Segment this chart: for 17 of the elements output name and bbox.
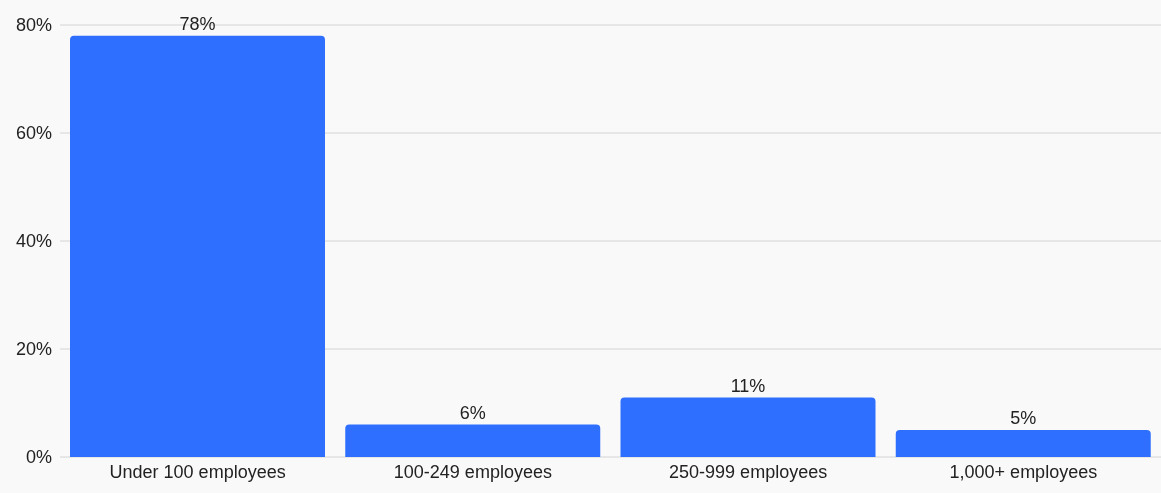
y-tick-label: 0% — [25, 447, 52, 468]
x-tick-label: 250-999 employees — [669, 461, 828, 482]
x-tick-label: 1,000+ employees — [949, 461, 1098, 482]
y-tick-label: 60% — [15, 123, 52, 144]
bar — [345, 424, 601, 457]
data-label: 6% — [459, 402, 486, 423]
x-tick-label: 100-249 employees — [393, 461, 552, 482]
data-label: 11% — [730, 375, 766, 396]
bar — [895, 430, 1151, 457]
x-tick-label: Under 100 employees — [109, 461, 286, 482]
bar — [620, 397, 876, 457]
y-tick-label: 20% — [15, 339, 52, 360]
data-label: 5% — [1010, 408, 1037, 428]
y-tick-label: 80% — [15, 15, 52, 36]
data-label: 78% — [179, 13, 216, 34]
bar — [70, 35, 325, 457]
y-tick-label: 40% — [15, 231, 52, 252]
